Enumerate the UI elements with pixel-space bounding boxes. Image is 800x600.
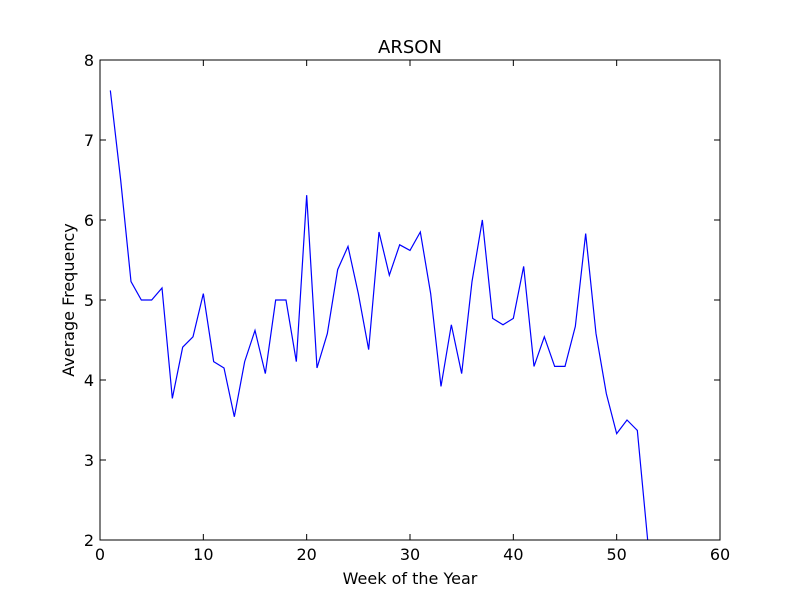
x-tick-label: 30 xyxy=(400,545,420,564)
series-line-0 xyxy=(109,90,649,540)
y-tick-label: 8 xyxy=(84,51,94,70)
x-tick-label: 40 xyxy=(503,545,523,564)
x-tick-label: 50 xyxy=(606,545,626,564)
y-axis-label: Average Frequency xyxy=(59,223,78,376)
y-tick-label: 6 xyxy=(84,211,94,230)
x-tick-label: 20 xyxy=(296,545,316,564)
y-tick-label: 4 xyxy=(84,371,94,390)
x-tick-label: 10 xyxy=(193,545,213,564)
y-tick-label: 3 xyxy=(84,451,94,470)
chart-title: ARSON xyxy=(378,37,442,58)
x-tick-label: 0 xyxy=(95,545,105,564)
y-tick-label: 5 xyxy=(84,291,94,310)
x-axis-label: Week of the Year xyxy=(343,569,478,588)
y-tick-label: 7 xyxy=(84,131,94,150)
y-tick-label: 2 xyxy=(84,531,94,550)
x-tick-label: 60 xyxy=(710,545,730,564)
plot-area: 0 10 20 30 40 50 60 2 3 4 5 6 7 8 xyxy=(84,51,730,564)
